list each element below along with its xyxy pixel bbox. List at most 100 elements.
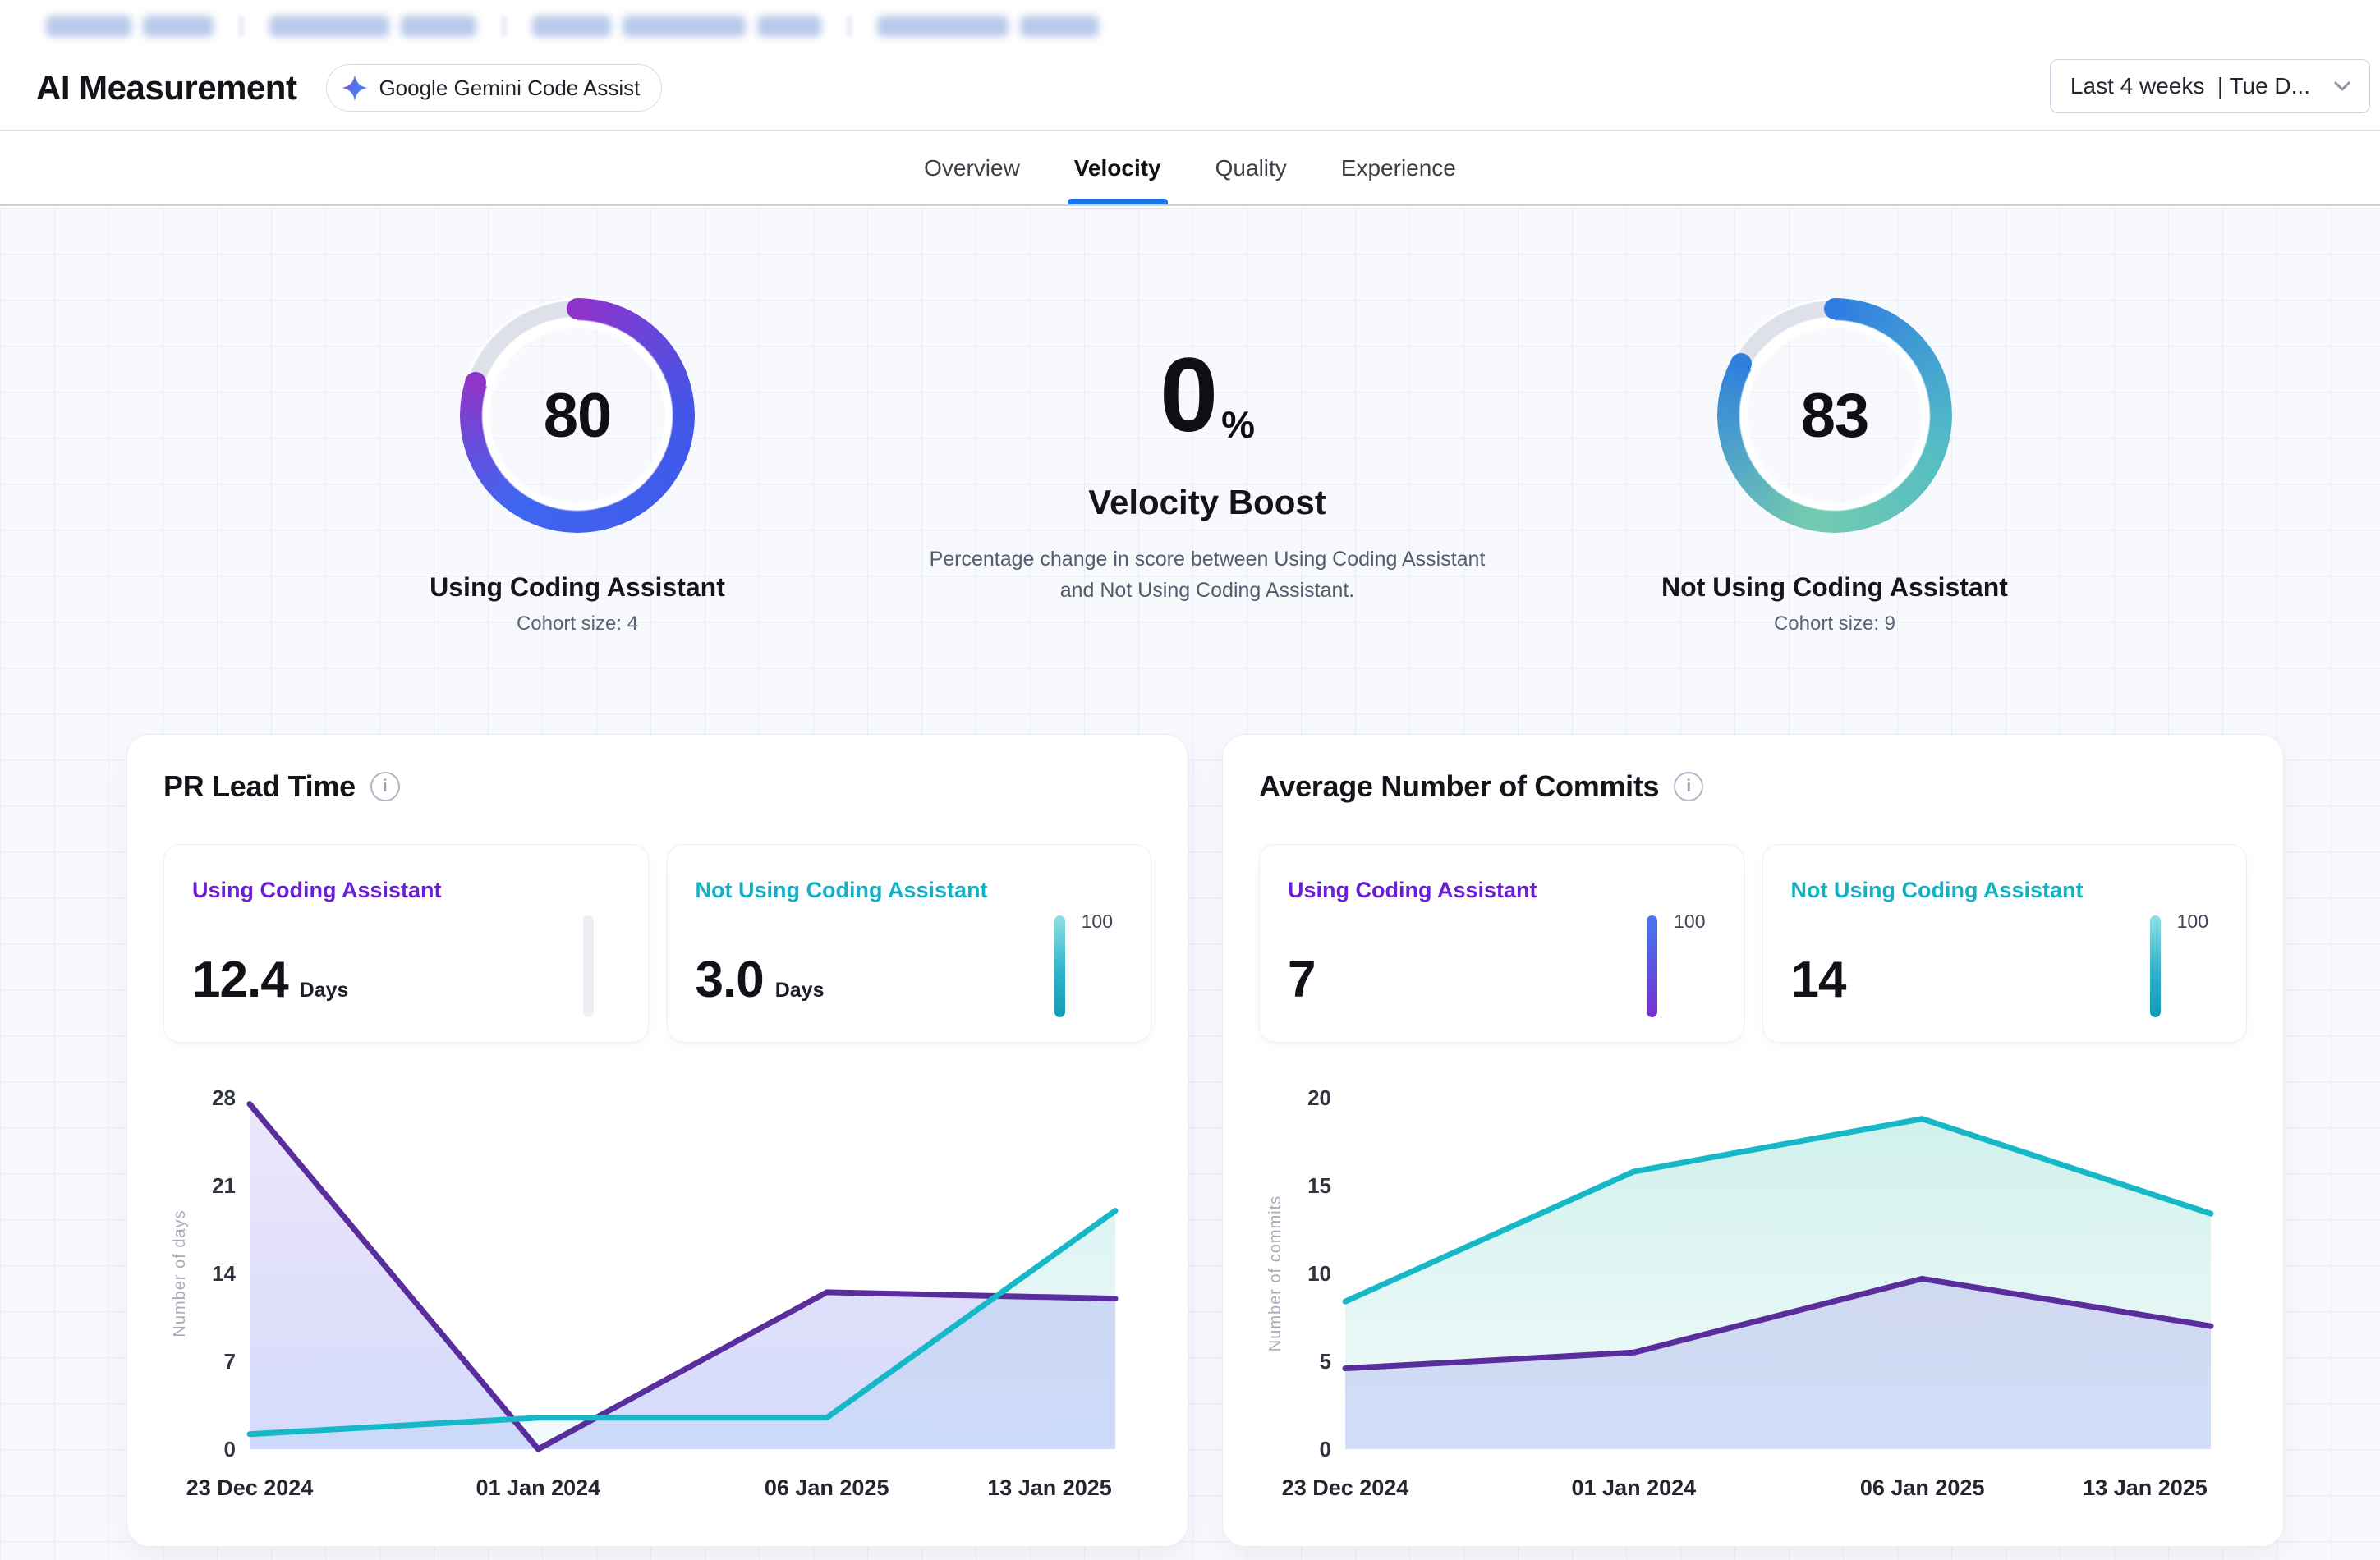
gauge-max-label: 100 — [1081, 911, 1113, 932]
cohort-size: Cohort size: 9 — [1773, 613, 1896, 635]
donut-cap — [567, 298, 588, 319]
svg-text:0: 0 — [224, 1437, 236, 1461]
svg-text:10: 10 — [1307, 1261, 1331, 1286]
header-divider — [0, 130, 2380, 131]
gauge-bar — [2149, 915, 2161, 1017]
date-range-value: Last 4 weeks | Tue D... — [2070, 73, 2310, 99]
info-icon[interactable]: i — [370, 772, 400, 801]
svg-text:28: 28 — [212, 1088, 236, 1110]
not-using-assistant-score-donut: 83 — [1717, 298, 1952, 533]
metric-unit: Days — [774, 979, 825, 1002]
metric-tile-not-using: Not Using Coding Assistant 3.0 Days 100 — [666, 844, 1151, 1043]
metric-value: 12.4 — [192, 952, 289, 1008]
svg-text:5: 5 — [1320, 1349, 1331, 1374]
gauge-max-label: 100 — [1674, 911, 1706, 932]
svg-text:20: 20 — [1307, 1088, 1331, 1110]
donut-cap — [465, 371, 487, 393]
using-assistant-score-block: 80 Using Coding Assistant Cohort size: 4 — [329, 298, 826, 635]
svg-text:Number of days: Number of days — [171, 1209, 189, 1337]
page-title: AI Measurement — [36, 68, 297, 107]
velocity-boost-description: Percentage change in score between Using… — [929, 548, 1486, 602]
velocity-boost-value: 0 % — [1159, 337, 1256, 454]
pr-lead-time-chart: 0 7 14 21 28 Number of days 23 Dec 2024 01 Jan … — [171, 1088, 1119, 1500]
donut-arc — [1717, 298, 1952, 533]
metric-value: 3.0 — [695, 952, 765, 1008]
score-gauge: 100 — [2149, 911, 2208, 1017]
info-icon[interactable]: i — [1674, 772, 1704, 801]
svg-text:0: 0 — [1320, 1437, 1331, 1461]
header: AI Measurement Google Gemini Code Assist… — [0, 0, 2380, 208]
svg-text:21: 21 — [212, 1173, 236, 1198]
metric-cards-row: PR Lead Time i Using Coding Assistant 12… — [0, 734, 2380, 1547]
breadcrumb-segment — [401, 16, 476, 37]
donut-cap — [1730, 353, 1753, 375]
metric-tile-using: Using Coding Assistant 7 100 — [1259, 844, 1744, 1043]
svg-text:06 Jan 2025: 06 Jan 2025 — [1860, 1475, 1985, 1500]
metric-value: 14 — [1790, 952, 1847, 1008]
velocity-boost-title: Velocity Boost — [1088, 483, 1326, 521]
assistant-badge: Google Gemini Code Assist — [326, 64, 663, 112]
svg-text:13 Jan 2025: 13 Jan 2025 — [987, 1475, 1112, 1500]
gauge-bar — [1054, 915, 1065, 1017]
cohort-label: Using Coding Assistant — [430, 572, 725, 602]
breadcrumb-segment — [623, 16, 746, 37]
breadcrumb-separator — [503, 16, 506, 37]
score-value: 80 — [543, 380, 613, 451]
breadcrumb-separator — [848, 16, 851, 37]
title-row: AI Measurement Google Gemini Code Assist… — [36, 59, 2380, 117]
average-commits-chart: 0 5 10 15 20 Number of commits 23 Dec 2024 01 J… — [1266, 1088, 2214, 1500]
velocity-boost-block: 0 % Velocity Boost Percentage change in … — [928, 343, 1486, 606]
tab-overview[interactable]: Overview — [924, 154, 1020, 181]
svg-text:23 Dec 2024: 23 Dec 2024 — [1282, 1475, 1409, 1500]
score-gauge: 100 — [1647, 911, 1706, 1017]
metric-unit: Days — [299, 979, 349, 1002]
average-commits-card: Average Number of Commits i Using Coding… — [1222, 734, 2284, 1547]
tab-bar: Overview Velocity Quality Experience — [0, 131, 2380, 206]
score-value: 83 — [1800, 380, 1870, 451]
pr-lead-time-card: PR Lead Time i Using Coding Assistant 12… — [126, 734, 1188, 1547]
svg-text:01 Jan 2024: 01 Jan 2024 — [1572, 1475, 1697, 1500]
svg-text:06 Jan 2025: 06 Jan 2025 — [765, 1475, 889, 1500]
gauge-bar — [582, 915, 594, 1017]
tab-experience[interactable]: Experience — [1340, 154, 1456, 181]
assistant-badge-label: Google Gemini Code Assist — [379, 75, 641, 100]
card-title: PR Lead Time — [163, 769, 356, 803]
tab-quality[interactable]: Quality — [1215, 154, 1287, 181]
donut-cap — [1824, 298, 1845, 319]
breadcrumb-segment — [877, 16, 1009, 37]
gemini-sparkle-icon — [342, 75, 369, 101]
breadcrumb-segment — [269, 16, 389, 37]
gauge-max-label: 100 — [2176, 911, 2208, 932]
using-assistant-score-donut: 80 — [460, 298, 695, 533]
metric-tiles: Using Coding Assistant 12.4 Days Not Usi… — [163, 844, 1151, 1043]
breadcrumb-segment — [143, 16, 214, 37]
svg-text:7: 7 — [224, 1349, 236, 1374]
svg-text:13 Jan 2025: 13 Jan 2025 — [2083, 1475, 2208, 1500]
content: 80 Using Coding Assistant Cohort size: 4… — [0, 208, 2380, 1560]
score-gauge — [582, 915, 610, 1017]
date-range-select[interactable]: Last 4 weeks | Tue D... — [2049, 59, 2370, 113]
breadcrumb[interactable] — [46, 13, 1099, 39]
metric-value: 7 — [1288, 952, 1316, 1008]
cohort-size: Cohort size: 4 — [516, 613, 639, 635]
breadcrumb-segment — [757, 16, 821, 37]
svg-text:01 Jan 2024: 01 Jan 2024 — [476, 1475, 601, 1500]
svg-text:Number of commits: Number of commits — [1266, 1195, 1284, 1351]
metric-tile-using: Using Coding Assistant 12.4 Days — [163, 844, 649, 1043]
breadcrumb-separator — [240, 16, 243, 37]
breadcrumb-segment — [1020, 16, 1099, 37]
gauge-bar — [1647, 915, 1658, 1017]
metric-tile-not-using: Not Using Coding Assistant 14 100 — [1762, 844, 2247, 1043]
tab-velocity[interactable]: Velocity — [1067, 131, 1168, 204]
active-tab-underline — [1067, 199, 1168, 204]
not-using-assistant-score-block: 83 Not Using Coding Assistant Cohort siz… — [1586, 298, 2084, 635]
breadcrumb-segment — [46, 16, 131, 37]
svg-text:15: 15 — [1307, 1173, 1331, 1198]
donut-arc — [460, 298, 695, 533]
svg-text:23 Dec 2024: 23 Dec 2024 — [186, 1475, 314, 1500]
cohort-label: Not Using Coding Assistant — [1661, 572, 2008, 602]
metric-tiles: Using Coding Assistant 7 100 Not Using C… — [1259, 844, 2247, 1043]
velocity-summary: 80 Using Coding Assistant Cohort size: 4… — [0, 208, 2380, 734]
percent-sign: % — [1221, 403, 1256, 446]
